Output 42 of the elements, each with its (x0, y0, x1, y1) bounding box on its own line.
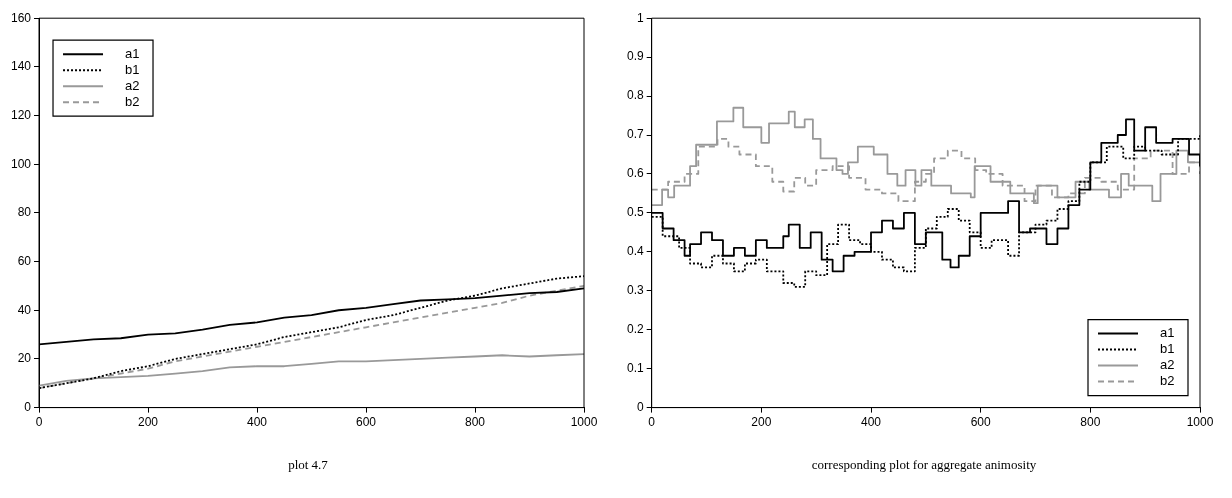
y-tick-label: 0 (636, 399, 644, 414)
x-tick-label: 800 (1080, 415, 1101, 430)
text: corresponding plot for aggregate animosity (811, 457, 1037, 473)
y-tick-label: 20 (17, 351, 32, 366)
y-tick-label: 140 (10, 59, 32, 74)
text: plot 4.7 (288, 457, 328, 473)
x-tick-label: 200 (138, 415, 159, 430)
y-tick-label: 0.7 (626, 127, 644, 142)
y-tick-label: 0 (24, 399, 32, 414)
legend-label: a1 (125, 45, 140, 61)
y-tick-label: 60 (17, 253, 32, 268)
y-tick-label: 0.5 (626, 205, 644, 220)
y-tick-label: 0.8 (626, 88, 644, 103)
x-tick-label: 1000 (570, 415, 598, 430)
y-tick-label: 0.9 (626, 49, 644, 64)
y-tick-label: 1 (636, 10, 644, 25)
y-tick-label: 160 (10, 10, 32, 25)
y-tick-label: 0.4 (626, 244, 644, 259)
y-tick-label: 0.2 (626, 322, 644, 337)
y-tick-label: 100 (10, 156, 32, 171)
legend-label: b1 (1160, 341, 1175, 357)
x-tick-label: 1000 (1186, 415, 1214, 430)
x-tick-label: 0 (648, 415, 656, 430)
x-tick-label: 400 (247, 415, 268, 430)
x-tick-label: 400 (860, 415, 882, 430)
y-tick-label: 0.3 (626, 283, 644, 298)
legend-label: b2 (125, 93, 140, 109)
legend-label: a2 (1160, 357, 1175, 373)
y-tick-label: 0.1 (626, 360, 644, 375)
legend-label: a1 (1160, 325, 1175, 341)
legend-label: b1 (125, 61, 140, 77)
y-tick-label: 120 (10, 107, 32, 122)
x-tick-label: 200 (751, 415, 772, 430)
x-tick-label: 0 (35, 415, 43, 430)
y-tick-label: 40 (17, 302, 32, 317)
legend-label: a2 (125, 77, 140, 93)
x-tick-label: 600 (970, 415, 991, 430)
y-tick-label: 0.6 (626, 166, 644, 181)
legend-label: b2 (1160, 373, 1175, 389)
y-tick-label: 80 (17, 205, 32, 220)
x-tick-label: 600 (355, 415, 377, 430)
x-tick-label: 800 (464, 415, 486, 430)
